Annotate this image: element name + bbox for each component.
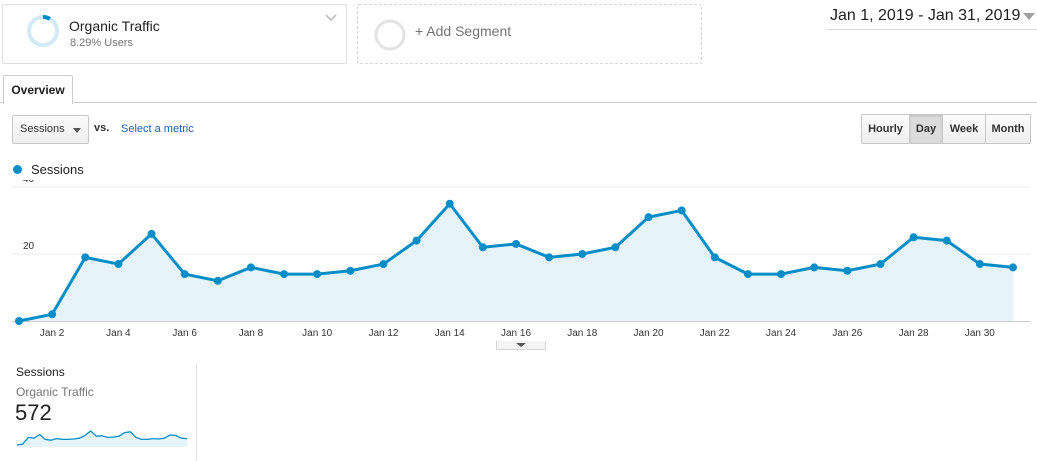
data-point-jan-16[interactable]: [512, 239, 520, 248]
x-tick-label: Jan 16: [501, 328, 531, 339]
x-tick-label: Jan 4: [106, 328, 131, 339]
scorecard-sparkline: [16, 430, 188, 447]
segment-users-percent: 8.29% Users: [70, 37, 133, 49]
tab-overview[interactable]: Overview: [3, 75, 73, 104]
data-point-jan-29[interactable]: [942, 236, 951, 245]
x-tick-label: Jan 10: [302, 328, 332, 339]
sparkline-line: [16, 430, 188, 446]
x-tick-label: Jan 2: [40, 328, 65, 339]
scorecard-divider: [196, 364, 197, 461]
scorecard-value: 572: [15, 400, 52, 425]
data-point-jan-12[interactable]: [379, 260, 388, 269]
scorecard-segment-name: Organic Traffic: [16, 385, 94, 399]
data-point-jan-3[interactable]: [81, 253, 90, 262]
segment-donut-icon: [27, 15, 59, 47]
data-point-jan-31[interactable]: [1009, 263, 1017, 272]
data-point-jan-5[interactable]: [147, 229, 156, 238]
data-point-jan-19[interactable]: [611, 243, 620, 252]
data-point-jan-27[interactable]: [876, 260, 885, 269]
x-tick-label: Jan 8: [239, 328, 264, 339]
metric-dropdown-label: Sessions: [20, 123, 65, 135]
caret-down-icon: [1023, 13, 1035, 20]
y-tick-label: 20: [23, 241, 35, 252]
data-point-jan-8[interactable]: [246, 263, 255, 272]
month-button[interactable]: Month: [985, 115, 1030, 143]
x-tick-label: Jan 20: [634, 328, 664, 339]
data-point-jan-10[interactable]: [313, 270, 322, 279]
sessions-area-fill: [19, 203, 1013, 321]
y-tick-label: 40: [23, 180, 35, 185]
scorecard-metric-name: Sessions: [16, 365, 65, 379]
hourly-button[interactable]: Hourly: [862, 115, 909, 143]
chevron-down-icon[interactable]: [324, 13, 338, 23]
x-tick-label: Jan 18: [567, 328, 597, 339]
data-point-jan-25[interactable]: [810, 263, 819, 272]
sessions-line-chart: 20 40 Jan 2 Jan 4 Jan 6 Jan 8 Jan 10 Jan 12 Jan …: [12, 180, 1030, 339]
data-point-jan-2[interactable]: [48, 310, 57, 319]
x-tick-label: Jan 28: [899, 328, 929, 339]
data-point-jan-15[interactable]: [478, 243, 487, 252]
data-point-jan-6[interactable]: [180, 270, 189, 279]
sparkline-fill: [17, 431, 187, 447]
x-tick-label: Jan 12: [368, 328, 398, 339]
x-tick-label: Jan 22: [700, 328, 730, 339]
week-button[interactable]: Week: [942, 115, 985, 143]
chart-collapse-handle[interactable]: [496, 341, 546, 350]
segment-card-organic-traffic[interactable]: Organic Traffic 8.29% Users: [2, 4, 347, 64]
data-point-jan-4[interactable]: [114, 260, 123, 269]
legend-label-sessions: Sessions: [31, 162, 84, 177]
segment-name: Organic Traffic: [69, 18, 160, 34]
data-point-jan-22[interactable]: [710, 253, 719, 262]
date-range-text: Jan 1, 2019 - Jan 31, 2019: [830, 7, 1021, 24]
metric-dropdown[interactable]: Sessions: [12, 115, 89, 144]
x-tick-label: Jan 24: [766, 328, 796, 339]
data-point-jan-7[interactable]: [213, 276, 222, 285]
data-point-jan-17[interactable]: [545, 253, 554, 262]
x-tick-label: Jan 14: [435, 328, 465, 339]
select-a-metric-link[interactable]: Select a metric: [121, 123, 194, 135]
legend-marker: [13, 165, 22, 174]
day-button[interactable]: Day: [909, 115, 942, 143]
vs-label: vs.: [94, 122, 110, 134]
data-point-jan-30[interactable]: [975, 260, 984, 269]
x-tick-label: Jan 6: [172, 328, 197, 339]
add-segment-label: + Add Segment: [415, 23, 512, 39]
date-range-picker[interactable]: Jan 1, 2019 - Jan 31, 2019: [827, 2, 1037, 30]
data-point-jan-18[interactable]: [578, 250, 587, 258]
x-tick-label: Jan 26: [832, 328, 862, 339]
caret-down-icon: [73, 128, 81, 133]
tab-bar-divider: [0, 102, 1037, 103]
data-point-jan-20[interactable]: [644, 213, 653, 222]
data-point-jan-14[interactable]: [445, 199, 454, 208]
caret-down-icon: [516, 343, 526, 347]
data-point-jan-26[interactable]: [843, 266, 852, 275]
data-point-jan-9[interactable]: [280, 270, 289, 279]
data-point-jan-28[interactable]: [909, 233, 918, 242]
data-point-jan-13[interactable]: [412, 236, 421, 245]
granularity-button-group: Hourly Day Week Month: [861, 114, 1031, 144]
x-tick-label: Jan 30: [965, 328, 995, 339]
add-segment-button[interactable]: + Add Segment: [357, 4, 702, 64]
data-point-jan-24[interactable]: [777, 270, 786, 279]
data-point-jan-1[interactable]: [15, 317, 23, 325]
empty-segment-circle-icon: [374, 19, 406, 51]
data-point-jan-21[interactable]: [677, 206, 686, 215]
data-point-jan-11[interactable]: [346, 266, 355, 275]
data-point-jan-23[interactable]: [743, 270, 752, 279]
